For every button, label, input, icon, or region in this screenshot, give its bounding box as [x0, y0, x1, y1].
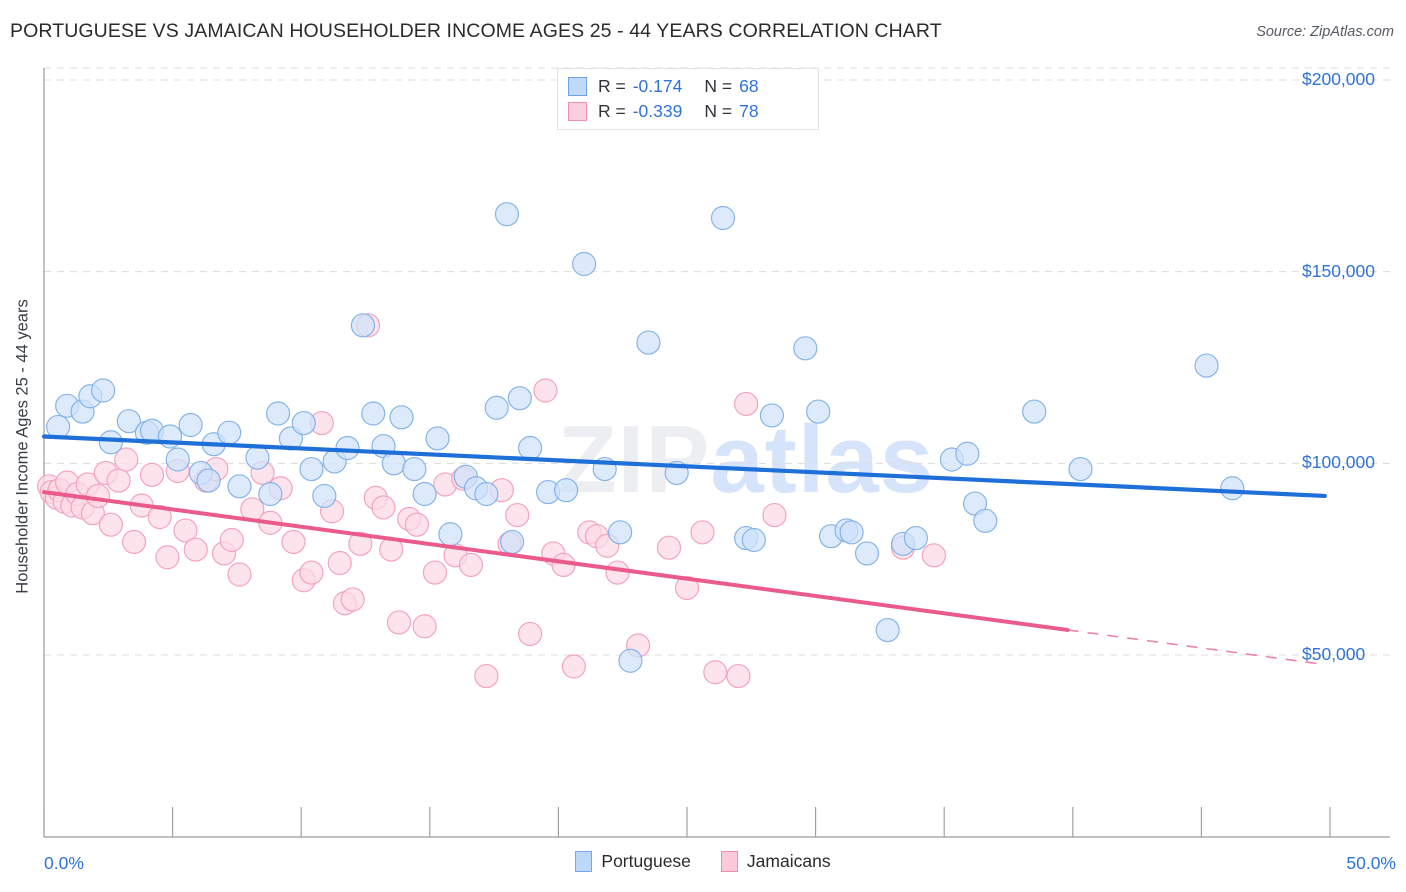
x-tick-label-max: 50.0% [1346, 853, 1396, 873]
r-label-portuguese: R = [598, 76, 626, 96]
stat-row-jamaicans: R = -0.339 N = 78 [568, 99, 808, 124]
legend-item-jamaicans[interactable]: Jamaicans [720, 851, 831, 872]
x-tick-label-min: 0.0% [44, 853, 84, 873]
n-value-jamaicans: 78 [739, 101, 759, 121]
y-tick-label-200000: $200,000 [1302, 69, 1375, 89]
source-attribution: Source: ZipAtlas.com [1256, 24, 1394, 40]
y-tick-label-50000: $50,000 [1302, 644, 1366, 664]
trendline-jamaicans [42, 490, 1325, 666]
legend-item-portuguese[interactable]: Portuguese [575, 851, 691, 872]
n-label-portuguese: N = [704, 76, 733, 96]
trendline-portuguese [41, 434, 1327, 499]
legend-label-jamaicans: Jamaicans [746, 851, 831, 871]
axis-lines [43, 68, 1390, 838]
y-tick-label-100000: $100,000 [1302, 452, 1375, 473]
scatter-points-portuguese[interactable] [46, 202, 1245, 673]
series-legend: Portuguese Jamaicans [0, 851, 1406, 872]
r-value-jamaicans: -0.339 [632, 101, 683, 121]
legend-color-portuguese [575, 851, 593, 872]
correlation-legend: R = -0.174 N = 68 R = -0.339 N = 78 [557, 68, 819, 130]
legend-label-portuguese: Portuguese [601, 851, 691, 871]
n-label-jamaicans: N = [704, 101, 733, 121]
r-label-jamaicans: R = [598, 101, 626, 121]
legend-swatch-portuguese [568, 77, 587, 96]
stat-row-portuguese: R = -0.174 N = 68 [568, 74, 808, 99]
n-value-portuguese: 68 [739, 76, 759, 96]
y-tick-label-150000: $150,000 [1302, 260, 1375, 281]
legend-color-jamaicans [720, 851, 738, 872]
r-value-portuguese: -0.174 [632, 76, 683, 96]
page-title: PORTUGUESE VS JAMAICAN HOUSEHOLDER INCOM… [10, 20, 942, 42]
legend-swatch-jamaicans [568, 102, 587, 121]
x-axis-ticks [43, 807, 1331, 837]
